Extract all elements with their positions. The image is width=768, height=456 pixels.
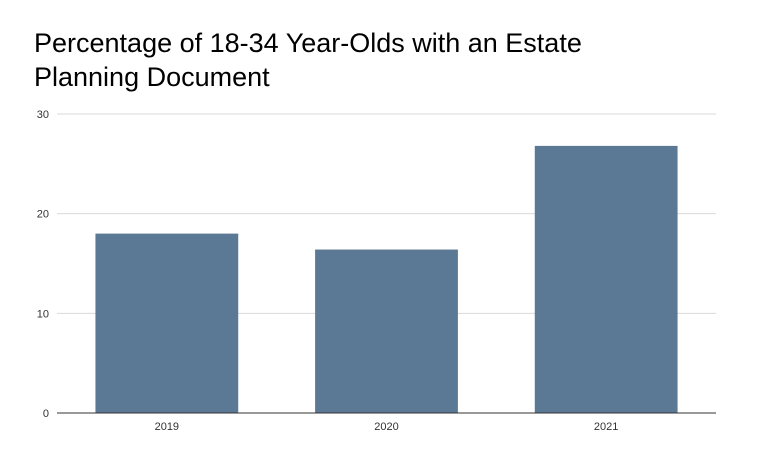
y-tick-label: 10 [37, 308, 49, 320]
chart-title: Percentage of 18-34 Year-Olds with an Es… [34, 28, 582, 92]
bar-2021 [534, 145, 678, 414]
y-axis-ticks: 0 10 20 30 [37, 109, 49, 420]
y-tick-label: 0 [43, 408, 49, 420]
y-tick-label: 30 [37, 109, 49, 121]
bars [95, 145, 678, 414]
y-tick-label: 20 [37, 209, 49, 221]
bar-2020 [315, 249, 458, 413]
x-tick-label: 2021 [594, 421, 618, 433]
bar-2019 [95, 233, 239, 413]
x-tick-label: 2020 [374, 421, 398, 433]
x-axis-ticks: 2019 2020 2021 [155, 421, 619, 433]
x-tick-label: 2019 [155, 421, 179, 433]
